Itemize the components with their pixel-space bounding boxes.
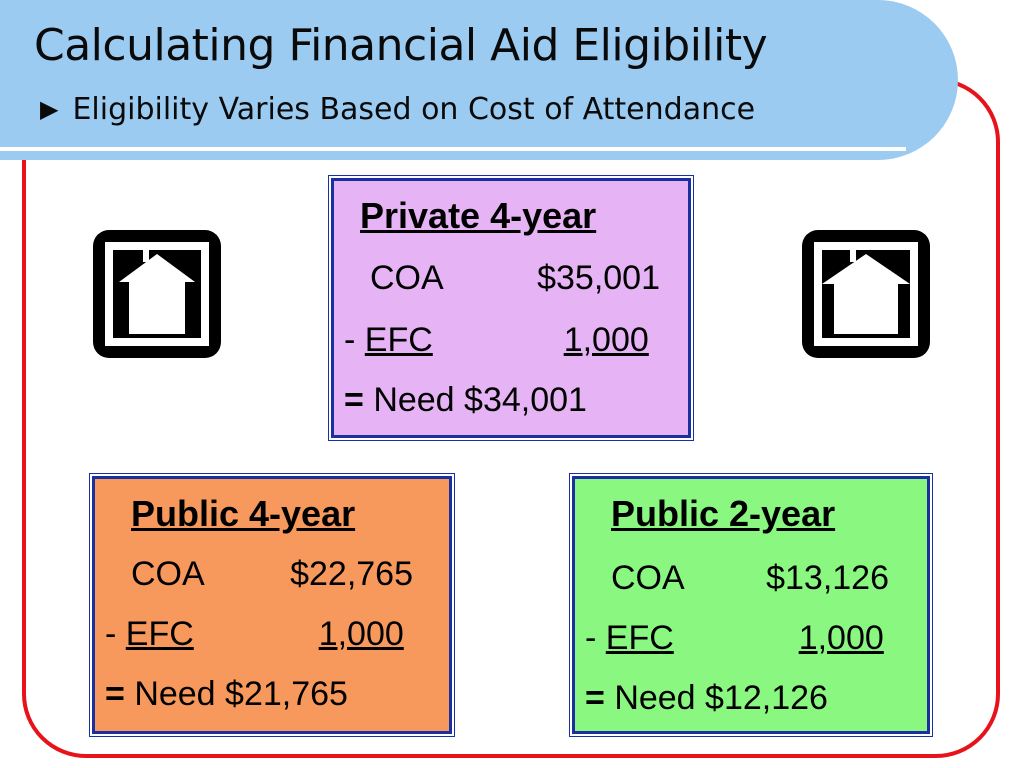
need-prefix: = [344, 381, 364, 419]
efc-prefix: - [585, 619, 597, 657]
efc-label: EFC [605, 619, 674, 657]
subtitle-text: Eligibility Varies Based on Cost of Atte… [72, 92, 756, 127]
box-heading: Public 4-year [131, 493, 356, 534]
need-prefix: = [585, 679, 605, 717]
need-value: $34,001 [464, 381, 587, 419]
public-4-year-box: Public 4-year COA $22,765 - EFC 1,000 = … [89, 473, 455, 737]
banner-divider [0, 147, 906, 151]
efc-underlined: EFC 1,000 [126, 615, 404, 654]
house-dollars-label: $$$ [839, 274, 894, 312]
efc-value: 1,000 [563, 321, 649, 359]
slide-subtitle: ▶ Eligibility Varies Based on Cost of Att… [40, 92, 755, 127]
efc-prefix: - [344, 321, 356, 359]
efc-label: EFC [125, 615, 194, 653]
box-heading: Private 4-year [360, 195, 597, 236]
efc-row: - EFC 1,000 [585, 619, 895, 658]
private-4-year-box: Private 4-year COA $35,001 - EFC 1,000 =… [328, 175, 694, 441]
coa-value: $22,765 [290, 555, 413, 593]
need-row: = Need $21,765 [105, 675, 348, 714]
coa-value: $35,001 [537, 259, 660, 297]
coa-row: COA $35,001 [370, 259, 660, 298]
efc-row: - EFC 1,000 [344, 321, 660, 360]
need-prefix: = [105, 675, 125, 713]
efc-prefix: - [105, 615, 117, 653]
bullet-triangle-icon: ▶ [40, 95, 59, 123]
efc-underlined: EFC 1,000 [365, 321, 649, 360]
need-row: = Need $12,126 [585, 679, 828, 718]
efc-value: 1,000 [318, 615, 404, 653]
coa-row: COA $22,765 [131, 555, 413, 594]
coa-value: $13,126 [766, 559, 889, 597]
slide-title: Calculating Financial Aid Eligibility [34, 20, 768, 71]
need-label: Need [373, 381, 455, 419]
need-label: Need [614, 679, 696, 717]
coa-label: COA [611, 559, 685, 597]
box-heading: Public 2-year [611, 493, 836, 534]
coa-row: COA $13,126 [611, 559, 889, 598]
efc-row: - EFC 1,000 [105, 615, 415, 654]
efc-value: 1,000 [798, 619, 884, 657]
coa-label: COA [131, 555, 205, 593]
efc-label: EFC [364, 321, 433, 359]
title-banner: Calculating Financial Aid Eligibility ▶ E… [0, 0, 958, 160]
house-dollar-label: $ [145, 272, 169, 316]
need-value: $12,126 [705, 679, 828, 717]
coa-label: COA [370, 259, 444, 297]
house-dollars-icon: $$$ [802, 230, 930, 358]
public-2-year-box: Public 2-year COA $13,126 - EFC 1,000 = … [569, 473, 933, 737]
need-row: = Need $34,001 [344, 381, 587, 420]
efc-underlined: EFC 1,000 [606, 619, 884, 658]
need-value: $21,765 [225, 675, 348, 713]
need-label: Need [134, 675, 216, 713]
house-dollar-icon: $ [93, 230, 221, 358]
